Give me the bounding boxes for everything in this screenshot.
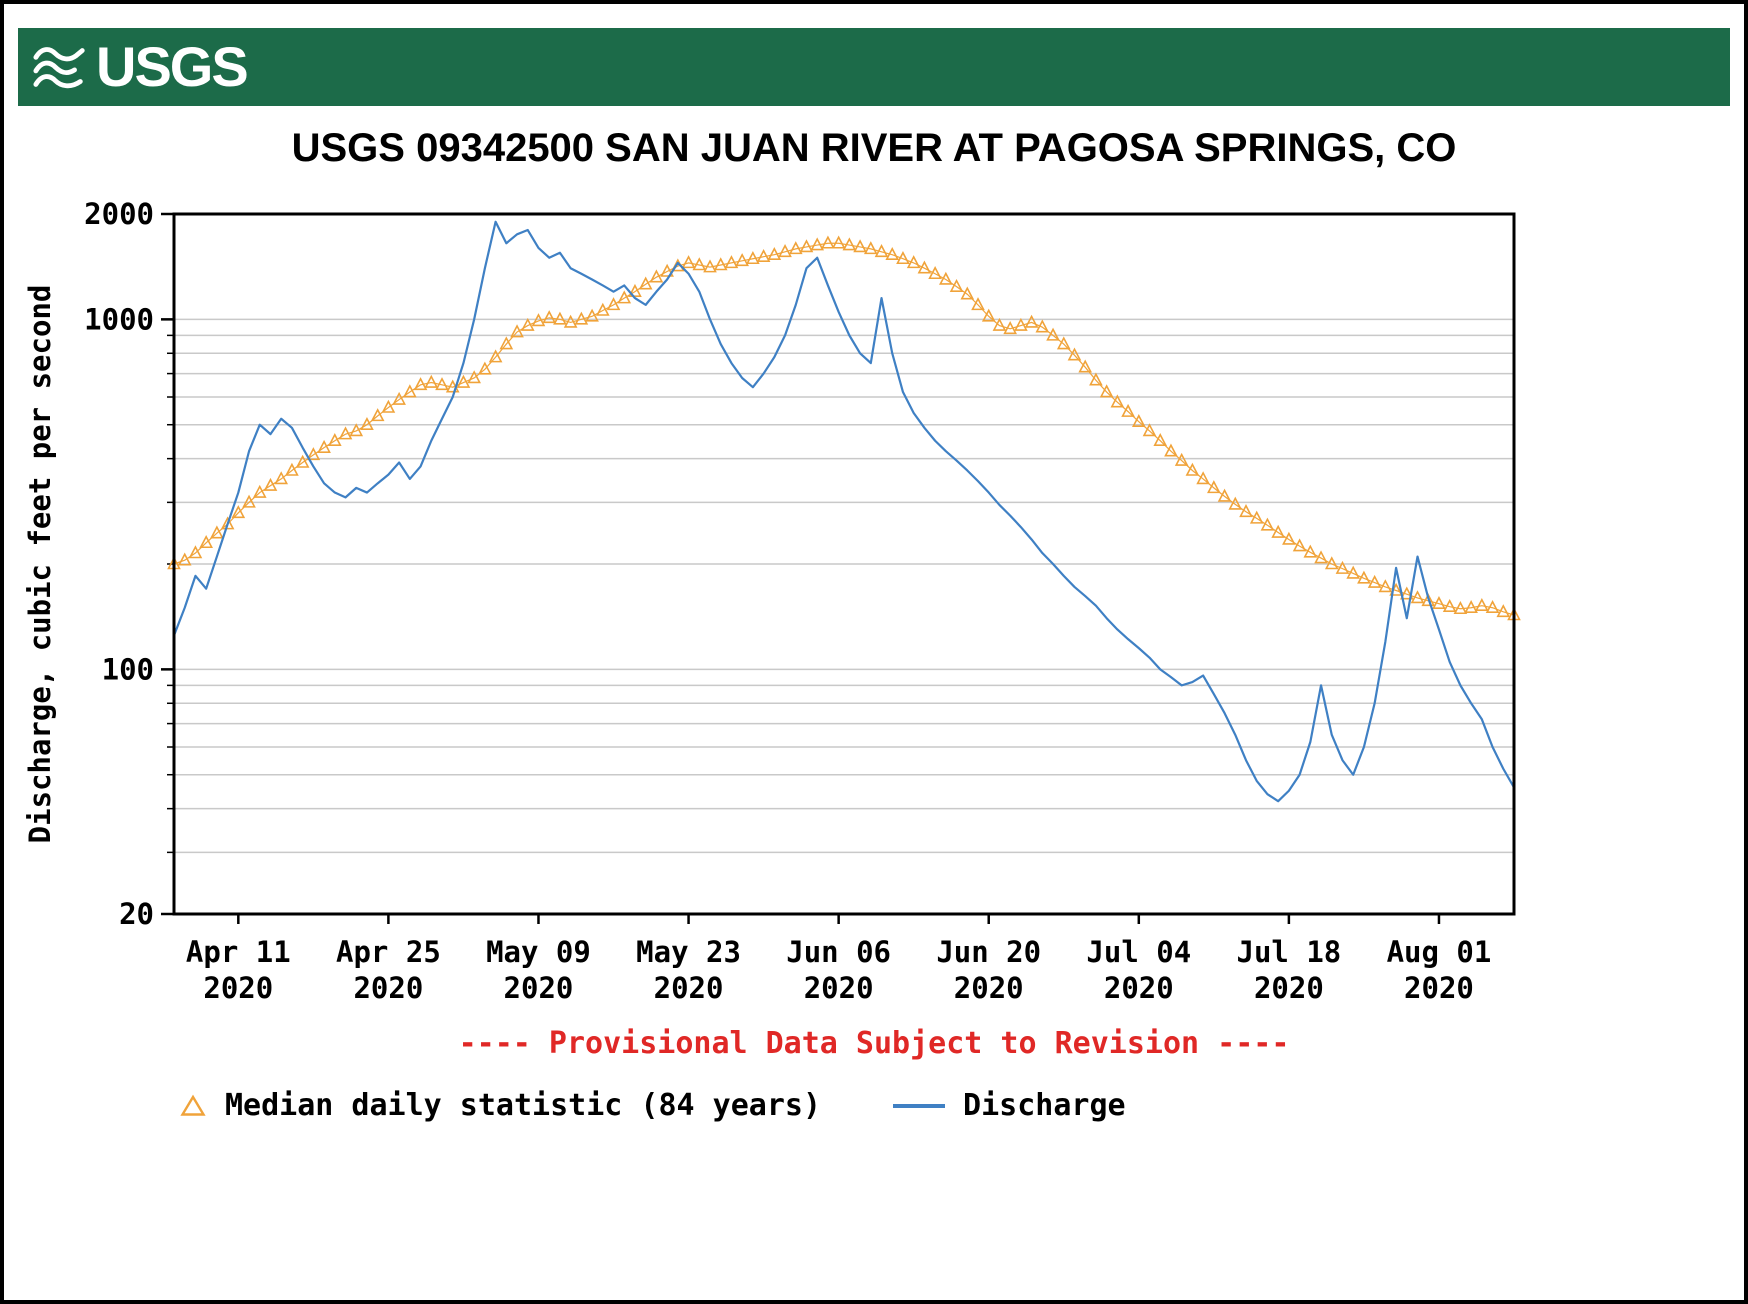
usgs-logo-text: USGS [96,35,249,98]
svg-text:Discharge, cubic feet per seco: Discharge, cubic feet per second [23,285,57,844]
svg-text:2020: 2020 [804,971,874,1005]
legend-median-label: Median daily statistic (84 years) [225,1088,822,1123]
svg-text:Jul 18: Jul 18 [1236,935,1341,969]
svg-text:May 23: May 23 [636,935,741,969]
svg-text:2000: 2000 [84,197,154,231]
usgs-wave-icon [33,47,85,89]
svg-text:Apr 25: Apr 25 [336,935,441,969]
svg-text:2020: 2020 [203,971,273,1005]
header-banner: USGS [18,28,1730,106]
svg-text:May 09: May 09 [486,935,591,969]
svg-text:Jun 20: Jun 20 [936,935,1041,969]
legend-item-discharge: Discharge [893,1088,1126,1123]
svg-text:20: 20 [119,897,154,931]
svg-text:2020: 2020 [1254,971,1324,1005]
legend-discharge-label: Discharge [963,1088,1126,1123]
discharge-line-icon [893,1103,946,1108]
svg-text:Aug 01: Aug 01 [1387,935,1492,969]
svg-text:Apr 11: Apr 11 [186,935,291,969]
median-triangle-icon [180,1094,206,1116]
svg-text:1000: 1000 [84,302,154,336]
provisional-notice: ---- Provisional Data Subject to Revisio… [458,1026,1290,1061]
svg-text:2020: 2020 [1104,971,1174,1005]
svg-text:2020: 2020 [353,971,423,1005]
svg-text:2020: 2020 [1404,971,1474,1005]
legend: Median daily statistic (84 years) Discha… [179,1088,1126,1123]
legend-item-median: Median daily statistic (84 years) [179,1088,821,1123]
svg-text:2020: 2020 [654,971,724,1005]
svg-text:100: 100 [102,652,154,686]
svg-text:2020: 2020 [954,971,1024,1005]
svg-text:Jul 04: Jul 04 [1086,935,1191,969]
svg-text:2020: 2020 [504,971,574,1005]
usgs-logo: USGS [32,35,249,98]
chart-title: USGS 09342500 SAN JUAN RIVER AT PAGOSA S… [291,126,1457,170]
svg-text:Jun 06: Jun 06 [786,935,891,969]
